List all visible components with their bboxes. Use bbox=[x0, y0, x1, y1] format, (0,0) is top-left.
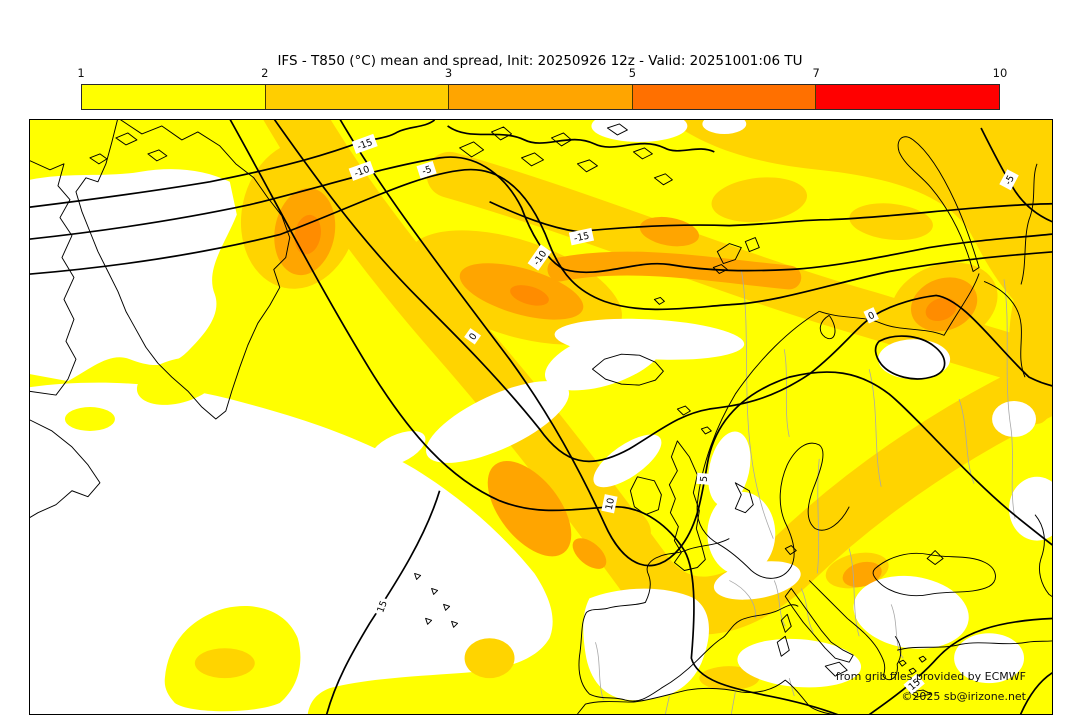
svg-text:15: 15 bbox=[375, 599, 389, 614]
contour-minus15-nw bbox=[30, 120, 436, 208]
contour-minus5-ne bbox=[980, 127, 1052, 223]
coast-iceland bbox=[591, 353, 664, 386]
spread-colorbar bbox=[81, 84, 1000, 110]
svg-text:-15: -15 bbox=[573, 231, 590, 245]
attribution-copyright: ©2025 sb@irizone.net bbox=[901, 690, 1026, 703]
contour-five bbox=[339, 120, 1052, 567]
coast-svalbard bbox=[653, 237, 760, 305]
contour-label: -15 bbox=[568, 227, 595, 246]
colorbar-segment-0 bbox=[82, 85, 265, 109]
contour-fifteen-east bbox=[868, 617, 1052, 714]
coast-faroe-shetland bbox=[676, 405, 712, 435]
coast-balkans-greece bbox=[808, 580, 932, 698]
colorbar-segment-4 bbox=[815, 85, 999, 109]
contour-label: -15 bbox=[351, 133, 378, 154]
coast-denmark bbox=[734, 482, 797, 556]
coast-ireland bbox=[629, 476, 662, 516]
coast-uk bbox=[668, 440, 706, 571]
svg-text:0: 0 bbox=[467, 331, 479, 342]
chart-title: IFS - T850 (°C) mean and spread, Init: 2… bbox=[277, 53, 803, 69]
colorbar-tick: 5 bbox=[628, 66, 637, 80]
colorbar-segment-2 bbox=[448, 85, 632, 109]
coast-scandinavia bbox=[696, 310, 850, 579]
forecast-map: -15 -10 -5 -15 -10 0 0 5 10 15 15 -5 from grib file… bbox=[29, 119, 1053, 715]
coast-greenland bbox=[75, 120, 291, 420]
svg-text:5: 5 bbox=[699, 475, 710, 482]
contour-label: -5 bbox=[999, 169, 1019, 191]
svg-text:-15: -15 bbox=[356, 137, 374, 153]
colorbar-tick: 7 bbox=[812, 66, 820, 80]
contour-arctic-wiggle bbox=[447, 125, 715, 153]
contour-label: 10 bbox=[601, 494, 618, 514]
islands-madeira-canaries bbox=[414, 572, 459, 628]
svg-text:-10: -10 bbox=[353, 164, 371, 180]
contour-se-stub bbox=[1019, 672, 1052, 714]
coast-italy bbox=[776, 587, 854, 677]
attribution-source: from grib files provided by ECMWF bbox=[835, 670, 1026, 683]
colorbar-segment-1 bbox=[264, 85, 449, 109]
coast-labrador bbox=[30, 419, 101, 519]
contour-label: -10 bbox=[348, 160, 375, 181]
coast-kola-whitesea bbox=[819, 273, 980, 340]
colorbar-tick: 1 bbox=[77, 66, 85, 80]
spread-shading-gold-patches-south bbox=[194, 638, 515, 679]
coast-turkey bbox=[897, 640, 1052, 651]
coastlines bbox=[30, 120, 1052, 714]
contour-closed-pocket bbox=[874, 335, 946, 380]
contour-minus5 bbox=[30, 168, 1052, 311]
colorbar-tick: 3 bbox=[444, 66, 453, 80]
colorbar-tick: 10 bbox=[992, 66, 1008, 80]
coast-yamal bbox=[983, 163, 1038, 378]
contour-label: 0 bbox=[863, 307, 879, 324]
contour-label: 5 bbox=[696, 472, 711, 485]
contour-label: 15 bbox=[372, 596, 391, 617]
coast-europe-mainland bbox=[578, 538, 799, 702]
colorbar-segment-3 bbox=[631, 85, 816, 109]
coast-black-sea bbox=[872, 550, 996, 597]
contour-label: 0 bbox=[464, 328, 482, 345]
svg-text:0: 0 bbox=[867, 310, 877, 323]
contour-minus10 bbox=[30, 156, 1052, 274]
coast-novaya-zemlya bbox=[897, 136, 980, 272]
colorbar-tick: 2 bbox=[261, 66, 269, 80]
coast-caspian bbox=[1034, 514, 1052, 597]
spread-shading-deep-orange bbox=[294, 214, 957, 322]
colorbar-tick-labels: 1 2 3 5 7 10 bbox=[77, 66, 1007, 80]
coast-canada-arctic bbox=[30, 160, 77, 396]
svg-text:-5: -5 bbox=[1003, 174, 1017, 187]
svg-text:10: 10 bbox=[604, 497, 617, 511]
t850-mean-contours bbox=[30, 120, 1052, 714]
contour-fifteen-west bbox=[325, 490, 441, 714]
contour-zero bbox=[273, 120, 1052, 463]
svg-text:-5: -5 bbox=[421, 164, 433, 177]
contour-label: -5 bbox=[416, 161, 437, 179]
